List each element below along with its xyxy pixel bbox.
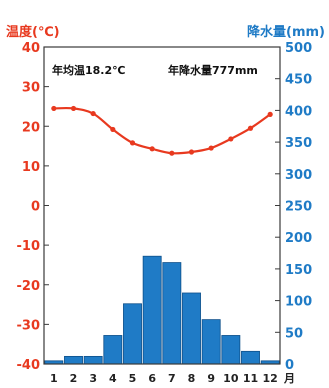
right-tick-label: 400 bbox=[285, 104, 312, 119]
month-label: 6 bbox=[148, 372, 156, 385]
precipitation-bar bbox=[142, 255, 162, 365]
precipitation-bar bbox=[123, 303, 142, 365]
temperature-point bbox=[90, 110, 96, 117]
temperature-curve bbox=[53, 106, 271, 155]
temperature-point bbox=[51, 105, 57, 112]
month-labels: 1 2 3 4 5 6 7 8 9 10 11 12 bbox=[50, 372, 278, 385]
right-tick-label: 300 bbox=[285, 168, 312, 183]
month-label: 2 bbox=[70, 372, 78, 385]
precipitation-bar bbox=[182, 292, 201, 365]
month-label: 7 bbox=[168, 372, 176, 385]
plot-frame bbox=[43, 46, 281, 365]
month-label: 4 bbox=[109, 372, 117, 385]
left-tick-label: 0 bbox=[31, 200, 40, 215]
left-tick-label: -30 bbox=[17, 318, 41, 333]
precipitation-bar bbox=[103, 335, 123, 365]
temperature-point bbox=[247, 125, 254, 131]
temperature-point bbox=[129, 140, 136, 146]
right-tick-label: 250 bbox=[285, 200, 312, 215]
left-tick-label: 20 bbox=[22, 120, 40, 135]
left-tick-label: -20 bbox=[17, 279, 41, 294]
temperature-point bbox=[188, 149, 195, 155]
month-label: 1 bbox=[50, 372, 58, 385]
right-tick-label: 0 bbox=[285, 358, 294, 373]
left-tick-labels: 40 30 20 10 0 -10 -20 -30 -40 bbox=[17, 41, 49, 373]
temperature-point bbox=[208, 145, 214, 151]
precipitation-bars bbox=[44, 255, 280, 365]
annotation-annual-precipitation: 年降水量777mm bbox=[168, 63, 258, 77]
right-tick-label: 500 bbox=[285, 41, 312, 56]
annotation-avg-temperature: 年均温18.2℃ bbox=[52, 63, 125, 77]
temperature-point bbox=[70, 105, 77, 112]
precipitation-bar bbox=[83, 355, 103, 365]
temperature-point bbox=[169, 150, 175, 156]
left-tick-label: 40 bbox=[22, 41, 40, 56]
month-label: 11 bbox=[243, 372, 258, 385]
right-tick-label: 450 bbox=[285, 73, 312, 88]
x-axis-unit: 月 bbox=[283, 372, 295, 385]
month-label: 10 bbox=[223, 372, 239, 385]
left-axis-title: 温度(℃) bbox=[6, 24, 60, 40]
precipitation-bar bbox=[64, 355, 83, 365]
temperature-point bbox=[149, 146, 155, 152]
month-label: 8 bbox=[188, 372, 196, 385]
left-tick-label: -40 bbox=[17, 358, 41, 373]
right-tick-label: 150 bbox=[285, 263, 312, 278]
left-tick-label: -10 bbox=[17, 239, 41, 254]
right-tick-label: 100 bbox=[285, 295, 312, 310]
month-label: 3 bbox=[89, 372, 97, 385]
temperature-point bbox=[228, 136, 234, 142]
right-tick-label: 50 bbox=[285, 326, 303, 341]
precipitation-bar bbox=[221, 335, 241, 365]
temperature-point bbox=[110, 126, 116, 133]
month-label: 5 bbox=[129, 372, 137, 385]
left-tick-label: 30 bbox=[22, 81, 40, 96]
temperature-point bbox=[267, 111, 273, 117]
precipitation-bar bbox=[201, 319, 221, 365]
right-tick-label: 350 bbox=[285, 136, 312, 151]
precipitation-bar bbox=[241, 350, 260, 365]
precipitation-bar bbox=[162, 262, 182, 365]
month-label: 9 bbox=[207, 372, 215, 385]
temperature-line bbox=[51, 105, 273, 156]
right-axis-title: 降水量(mm) bbox=[247, 24, 325, 40]
left-tick-label: 10 bbox=[22, 160, 40, 175]
right-tick-label: 200 bbox=[285, 231, 312, 246]
month-label: 12 bbox=[263, 372, 278, 385]
